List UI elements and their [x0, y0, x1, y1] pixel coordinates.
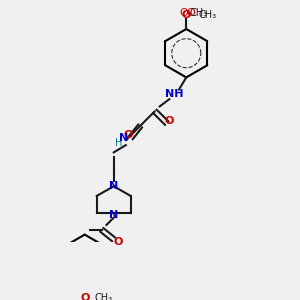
- Text: O: O: [182, 10, 191, 20]
- Text: O: O: [186, 8, 195, 18]
- Text: O: O: [80, 292, 89, 300]
- Text: O: O: [165, 116, 174, 126]
- Text: N: N: [119, 133, 128, 143]
- Text: CH₃: CH₃: [190, 8, 208, 18]
- Text: O: O: [124, 130, 133, 140]
- Text: O: O: [114, 237, 123, 247]
- Text: NH: NH: [165, 89, 183, 99]
- Text: O: O: [179, 8, 188, 18]
- Text: CH₃: CH₃: [94, 292, 112, 300]
- Text: N: N: [109, 181, 118, 191]
- Text: CH₃: CH₃: [198, 10, 217, 20]
- Text: N: N: [109, 210, 118, 220]
- Text: H: H: [115, 138, 122, 148]
